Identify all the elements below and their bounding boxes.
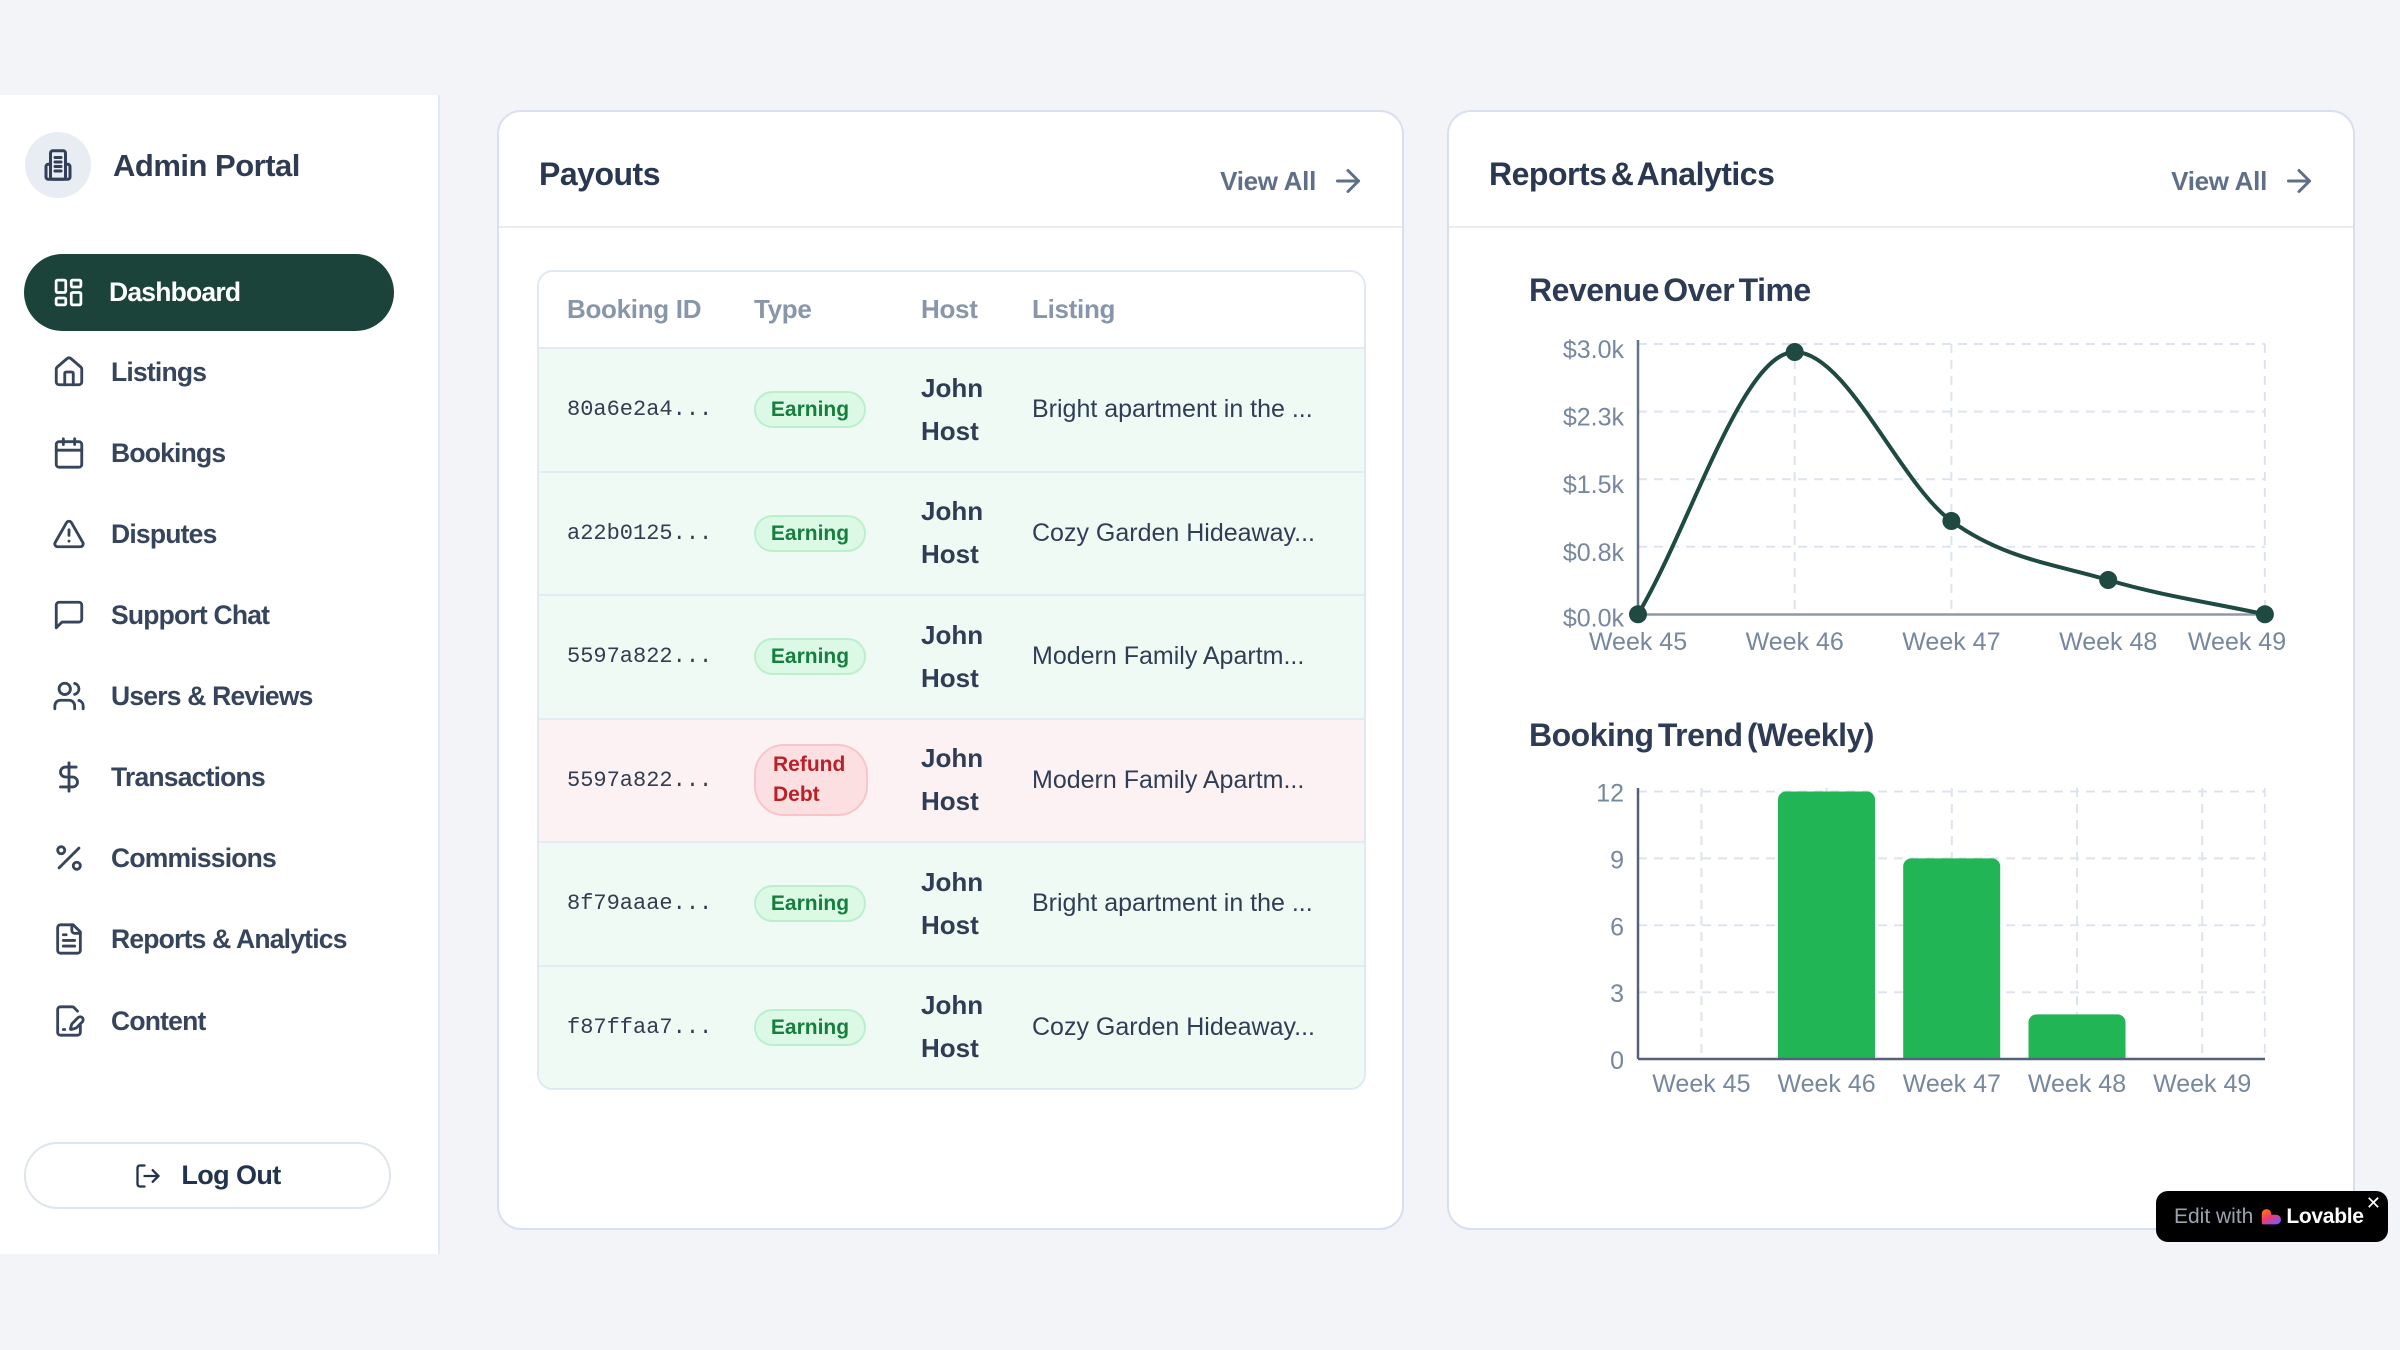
svg-text:Week 47: Week 47 [1903,1070,2001,1098]
svg-text:6: 6 [1610,913,1624,941]
svg-text:Week 49: Week 49 [2153,1070,2251,1098]
svg-text:12: 12 [1596,780,1624,808]
svg-text:Week 46: Week 46 [1746,628,1844,656]
svg-text:$3.0k: $3.0k [1563,336,1625,364]
svg-text:Week 49: Week 49 [2188,628,2286,656]
svg-text:Week 46: Week 46 [1777,1070,1875,1098]
svg-text:$0.0k: $0.0k [1563,604,1625,632]
svg-text:3: 3 [1610,980,1624,1008]
svg-text:Week 48: Week 48 [2028,1070,2126,1098]
svg-text:Week 45: Week 45 [1589,628,1687,656]
svg-text:Week 48: Week 48 [2059,628,2157,656]
svg-text:9: 9 [1610,846,1624,874]
svg-text:Week 47: Week 47 [1902,628,2000,656]
svg-text:0: 0 [1610,1047,1624,1075]
svg-text:$1.5k: $1.5k [1563,471,1625,499]
svg-text:$0.8k: $0.8k [1563,539,1625,567]
svg-text:$2.3k: $2.3k [1563,404,1625,432]
svg-text:Week 45: Week 45 [1652,1070,1750,1098]
